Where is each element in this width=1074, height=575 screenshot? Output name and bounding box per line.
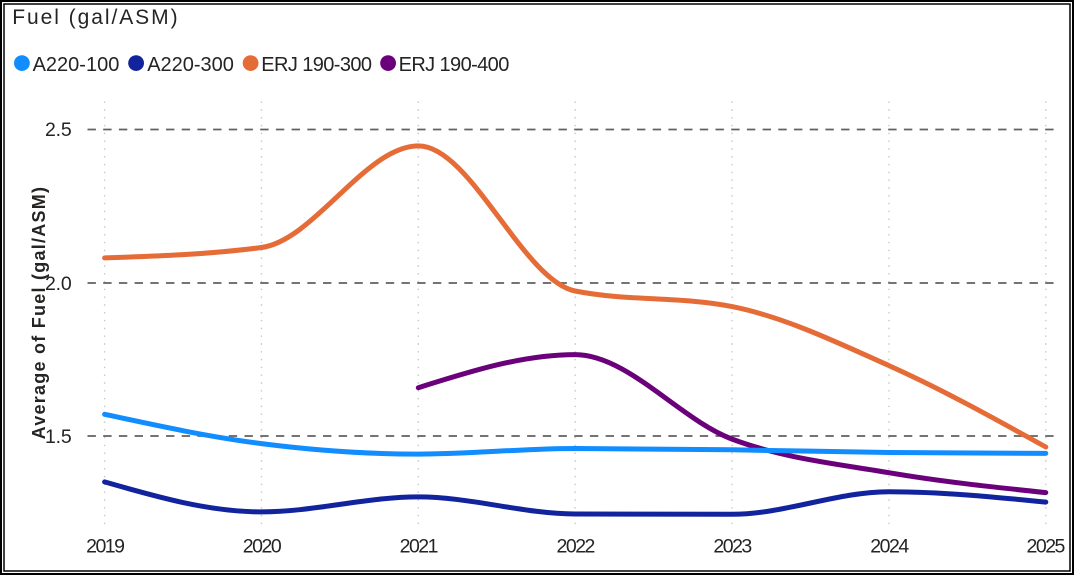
svg-text:2019: 2019 bbox=[86, 536, 124, 558]
svg-text:ERJ 190-400: ERJ 190-400 bbox=[399, 54, 510, 76]
svg-text:1.5: 1.5 bbox=[45, 426, 72, 448]
svg-text:2.0: 2.0 bbox=[45, 273, 72, 295]
svg-text:2022: 2022 bbox=[557, 536, 595, 558]
svg-text:2023: 2023 bbox=[713, 536, 751, 558]
svg-text:A220-100: A220-100 bbox=[33, 54, 120, 76]
svg-text:Average of Fuel (gal/ASM): Average of Fuel (gal/ASM) bbox=[29, 186, 49, 440]
svg-text:2.5: 2.5 bbox=[45, 119, 72, 141]
svg-text:A220-300: A220-300 bbox=[147, 54, 234, 76]
svg-text:2021: 2021 bbox=[400, 536, 438, 558]
svg-text:Fuel (gal/ASM): Fuel (gal/ASM) bbox=[12, 6, 179, 29]
svg-text:2024: 2024 bbox=[870, 536, 909, 558]
svg-text:2025: 2025 bbox=[1027, 536, 1066, 558]
svg-text:2020: 2020 bbox=[243, 536, 282, 558]
svg-text:ERJ 190-300: ERJ 190-300 bbox=[261, 54, 372, 76]
